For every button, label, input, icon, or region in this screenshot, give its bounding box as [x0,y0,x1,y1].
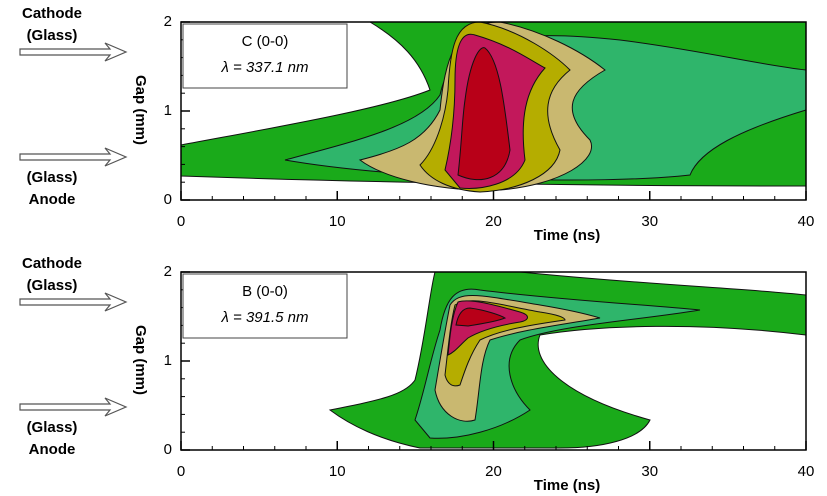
series-label: C (0-0) [242,33,289,50]
contour-region [457,47,511,181]
y-axis-label: Gap (mm) [132,325,149,395]
arrow [19,397,128,417]
electrode-label: (Glass) [27,169,78,186]
electrode-label: (Glass) [27,27,78,44]
y-tick-label: 2 [164,13,172,30]
y-tick-label: 2 [164,263,172,280]
contour-plot-2 [328,271,807,449]
x-tick-label: 0 [177,463,185,480]
x-axis-label: Time (ns) [534,227,600,244]
electrode-label: Anode [29,441,76,458]
electrode-label: Cathode [22,255,82,272]
x-tick-label: 30 [641,213,658,230]
x-axis-label: Time (ns) [534,477,600,494]
arrow [19,42,128,62]
y-tick-label: 1 [164,352,172,369]
contour-plot-1 [180,21,807,193]
arrow [19,147,128,167]
contour-region [455,307,507,327]
series-label: B (0-0) [242,283,288,300]
x-tick-label: 10 [329,463,346,480]
x-tick-label: 0 [177,213,185,230]
x-tick-label: 40 [798,213,815,230]
y-tick-label: 0 [164,191,172,208]
x-tick-label: 20 [485,213,502,230]
x-tick-label: 40 [798,463,815,480]
wavelength-label: λ = 391.5 nm [220,309,308,326]
wavelength-label: λ = 337.1 nm [220,59,308,76]
x-tick-label: 30 [641,463,658,480]
y-tick-label: 0 [164,441,172,458]
electrode-label: (Glass) [27,277,78,294]
x-tick-label: 20 [485,463,502,480]
annotation-box [182,273,348,339]
electrode-label: Anode [29,191,76,208]
electrode-label: (Glass) [27,419,78,436]
annotation-box [182,23,348,89]
arrow [19,292,128,312]
y-axis-label: Gap (mm) [132,75,149,145]
electrode-label: Cathode [22,5,82,22]
y-tick-label: 1 [164,102,172,119]
contour-region [328,271,807,449]
x-tick-label: 10 [329,213,346,230]
